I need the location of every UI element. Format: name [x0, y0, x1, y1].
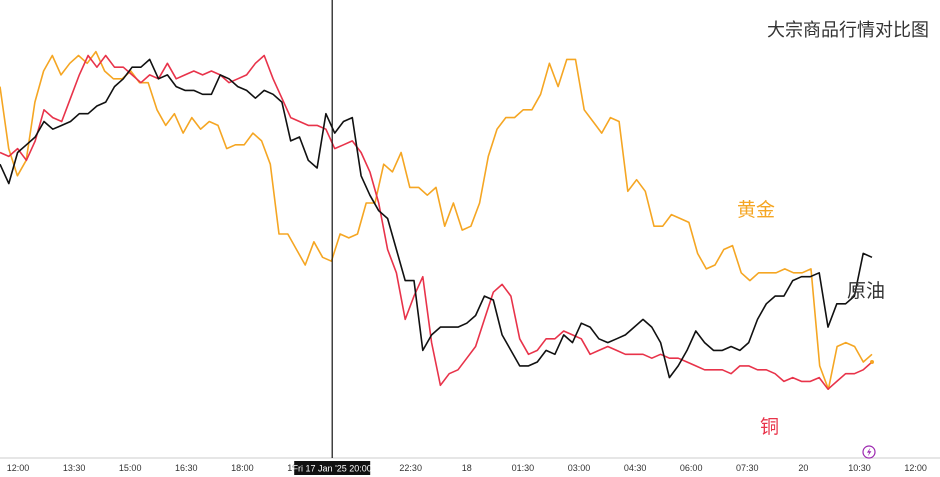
series-label-1: 原油: [847, 280, 885, 302]
series-lines: [0, 50, 874, 391]
x-tick-label: 12:00: [904, 463, 927, 473]
chart-title: 大宗商品行情对比图: [767, 20, 929, 40]
series-line-1: [0, 58, 873, 379]
crosshair-time-text: Fri 17 Jan '25 20:00: [293, 464, 372, 474]
x-tick-label: 13:30: [63, 463, 86, 473]
x-tick-label: 18:00: [231, 463, 254, 473]
x-tick-label: 03:00: [568, 463, 591, 473]
x-tick-label: 18: [462, 463, 472, 473]
x-tick-label: 07:30: [736, 463, 759, 473]
series-label-0: 黄金: [737, 199, 775, 221]
x-tick-label: 12:00: [7, 463, 30, 473]
series-end-marker: [870, 360, 874, 364]
series-line-0: [0, 50, 873, 391]
x-tick-label: 01:30: [512, 463, 535, 473]
x-tick-label: 22:30: [399, 463, 422, 473]
x-tick-label: 10:30: [848, 463, 871, 473]
x-axis-ticks: 12:0013:3015:0016:3018:0019:3021:0022:30…: [7, 463, 927, 473]
x-tick-label: 15:00: [119, 463, 142, 473]
x-tick-label: 20: [798, 463, 808, 473]
series-label-2: 铜: [760, 416, 779, 438]
x-tick-label: 04:30: [624, 463, 647, 473]
lightning-icon[interactable]: [862, 445, 876, 459]
x-tick-label: 16:30: [175, 463, 198, 473]
crosshair-time-label: Fri 17 Jan '25 20:00: [293, 461, 372, 475]
series-line-2: [0, 54, 873, 391]
x-tick-label: 06:00: [680, 463, 703, 473]
